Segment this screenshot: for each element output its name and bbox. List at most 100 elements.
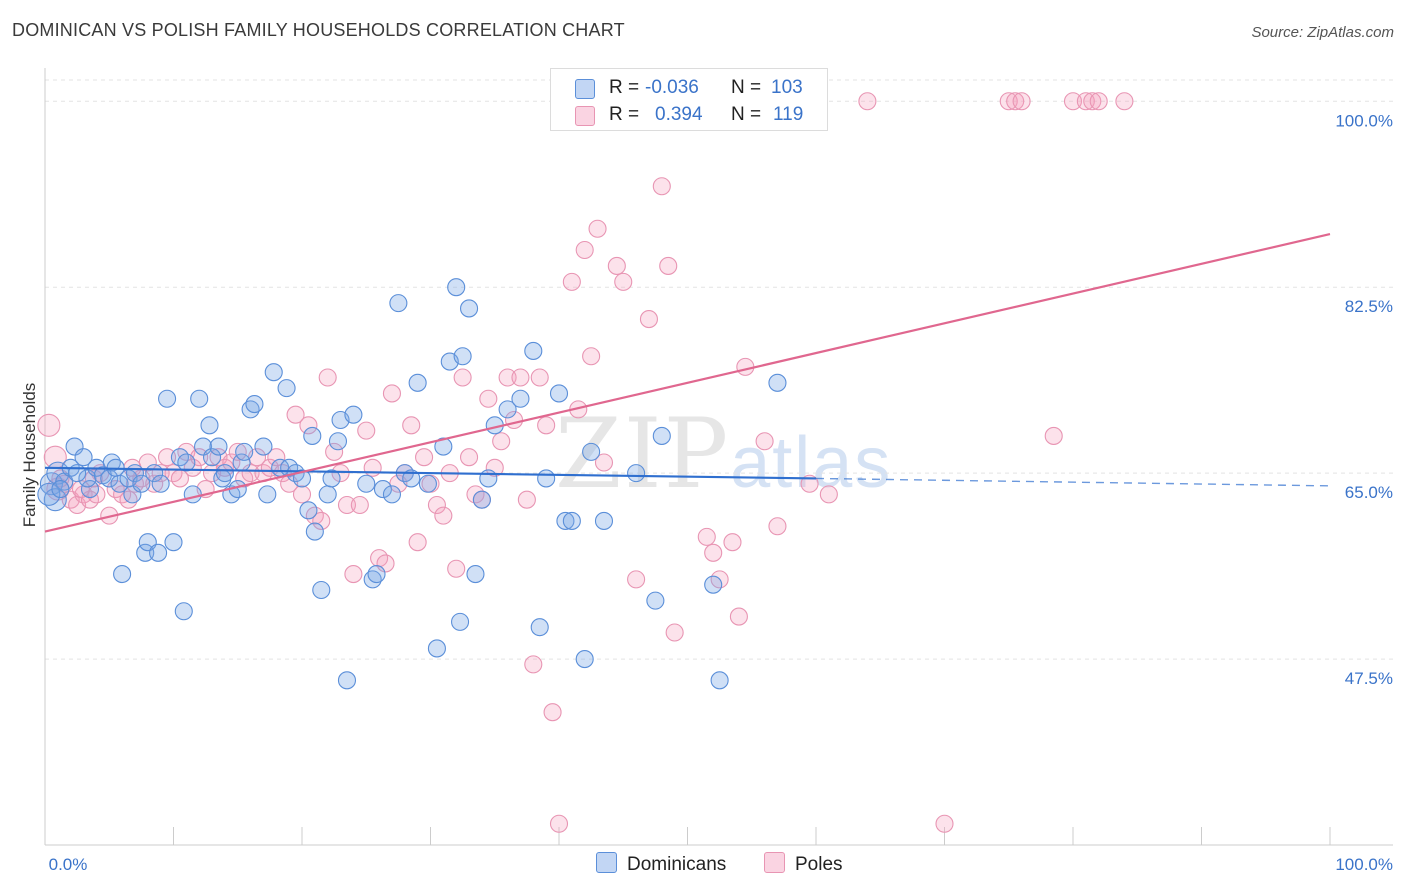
pole-point bbox=[999, 92, 1018, 111]
pole-point bbox=[331, 464, 350, 483]
dominican-point bbox=[235, 442, 254, 461]
chart-source: Source: ZipAtlas.com bbox=[1251, 24, 1394, 41]
dominican-point bbox=[466, 565, 485, 584]
pole-point bbox=[382, 384, 402, 403]
dominican-point bbox=[254, 437, 273, 456]
pole-point bbox=[627, 570, 646, 589]
dominican-point bbox=[132, 474, 151, 493]
pole-point bbox=[549, 814, 569, 833]
dominican-point bbox=[524, 341, 543, 360]
dominican-point bbox=[418, 474, 437, 493]
pole-point bbox=[312, 511, 331, 530]
pole-point bbox=[517, 490, 536, 509]
dominican-point bbox=[190, 389, 209, 408]
dominican-point bbox=[459, 299, 479, 318]
dominicans-legend-label: Dominicans bbox=[627, 854, 727, 875]
dominican-point bbox=[768, 373, 787, 392]
bottom-legend-poles: Poles bbox=[764, 852, 843, 876]
pole-point bbox=[562, 272, 581, 291]
pole-point bbox=[768, 517, 787, 536]
dominican-point bbox=[318, 485, 337, 504]
pole-point bbox=[479, 389, 498, 408]
pole-point bbox=[459, 448, 479, 467]
dominican-point bbox=[136, 543, 155, 562]
pole-point bbox=[318, 368, 337, 387]
dominican-point bbox=[562, 511, 581, 530]
dominican-point bbox=[203, 448, 222, 467]
pole-point bbox=[537, 416, 556, 435]
dominican-point bbox=[123, 485, 142, 504]
dominican-point bbox=[303, 426, 322, 445]
pole-point bbox=[344, 565, 363, 584]
dominican-point bbox=[367, 565, 386, 584]
legend-n-value: 103 bbox=[771, 77, 803, 98]
pole-point bbox=[594, 453, 614, 472]
dominican-point bbox=[277, 379, 296, 398]
pole-point bbox=[614, 272, 633, 291]
dominican-point bbox=[164, 533, 183, 552]
pole-point bbox=[736, 357, 755, 376]
pole-point bbox=[935, 814, 954, 833]
dominican-point bbox=[264, 363, 283, 382]
pole-point bbox=[145, 474, 164, 493]
legend-n-label: N = bbox=[731, 77, 762, 98]
legend-r-value: 0.394 bbox=[655, 104, 703, 125]
dominican-point bbox=[373, 480, 393, 499]
dominicans-legend-swatch bbox=[596, 852, 617, 873]
dominican-point bbox=[472, 490, 491, 509]
dominican-point bbox=[627, 464, 646, 483]
dominican-point bbox=[51, 480, 70, 499]
pole-point bbox=[453, 368, 472, 387]
legend-r-value: -0.036 bbox=[645, 77, 699, 98]
dominican-point bbox=[110, 474, 129, 493]
pole-point bbox=[530, 368, 549, 387]
dominican-point bbox=[151, 474, 170, 493]
dominican-point bbox=[299, 501, 318, 520]
dominican-point bbox=[74, 448, 93, 467]
watermark-atlas: atlas bbox=[730, 423, 893, 503]
pole-point bbox=[427, 495, 446, 515]
dominican-point bbox=[408, 373, 427, 392]
pole-point bbox=[402, 416, 421, 435]
pole-point bbox=[511, 368, 530, 387]
dominicans-trend-line bbox=[44, 466, 817, 480]
correlation-legend: R = -0.036 N = 103 R = 0.394 N = 119 bbox=[550, 68, 828, 131]
pole-point bbox=[575, 240, 594, 260]
dominican-point bbox=[479, 469, 498, 488]
pole-point bbox=[659, 256, 678, 275]
pole-point bbox=[376, 554, 395, 573]
pole-point bbox=[858, 92, 877, 111]
dominican-point bbox=[710, 671, 729, 690]
pole-point bbox=[1115, 92, 1134, 111]
pole-point bbox=[485, 458, 504, 477]
dominican-point bbox=[344, 405, 363, 424]
x-tick-label-max: 100.0% bbox=[1335, 855, 1393, 874]
y-tick-label: 82.5% bbox=[1345, 297, 1393, 316]
pole-point bbox=[299, 416, 318, 435]
dominicans-trend-line-extension bbox=[815, 477, 1331, 487]
dominican-point bbox=[652, 426, 671, 445]
pole-point bbox=[582, 347, 601, 366]
dominican-point bbox=[575, 650, 594, 669]
dominican-point bbox=[78, 469, 97, 488]
pole-point bbox=[697, 527, 716, 546]
pole-point bbox=[1076, 92, 1095, 111]
dominican-point bbox=[100, 469, 119, 488]
pole-point bbox=[1089, 92, 1108, 111]
legend-r-label: R = bbox=[609, 77, 640, 98]
dominican-point bbox=[646, 591, 665, 610]
dominican-point bbox=[582, 442, 601, 461]
dominican-point bbox=[530, 618, 549, 637]
dominican-point bbox=[434, 437, 453, 456]
dominican-point bbox=[382, 485, 402, 504]
dominican-point bbox=[158, 389, 177, 408]
pole-point bbox=[350, 495, 369, 515]
pole-point bbox=[543, 703, 562, 722]
dominican-point bbox=[549, 384, 569, 403]
dominican-point bbox=[427, 639, 446, 658]
dominican-point bbox=[328, 432, 348, 451]
pole-point bbox=[1063, 92, 1083, 111]
dominican-point bbox=[258, 485, 277, 504]
dominican-point bbox=[215, 464, 234, 483]
